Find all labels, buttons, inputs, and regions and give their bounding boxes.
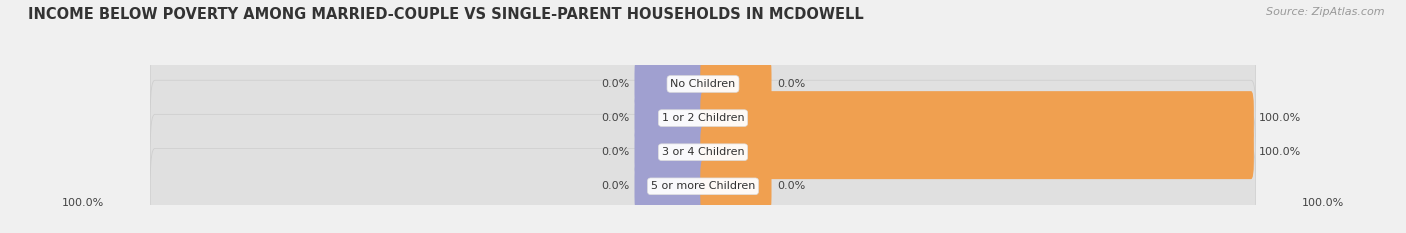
FancyBboxPatch shape	[700, 125, 1254, 179]
Text: 0.0%: 0.0%	[778, 181, 806, 191]
FancyBboxPatch shape	[150, 114, 1256, 190]
FancyBboxPatch shape	[150, 148, 1256, 224]
FancyBboxPatch shape	[150, 80, 1256, 156]
Text: 0.0%: 0.0%	[600, 113, 628, 123]
FancyBboxPatch shape	[634, 57, 706, 111]
Text: 100.0%: 100.0%	[62, 198, 104, 208]
Text: 1 or 2 Children: 1 or 2 Children	[662, 113, 744, 123]
FancyBboxPatch shape	[700, 57, 772, 111]
Text: 100.0%: 100.0%	[1260, 147, 1302, 157]
Text: 3 or 4 Children: 3 or 4 Children	[662, 147, 744, 157]
FancyBboxPatch shape	[700, 91, 1254, 145]
Text: No Children: No Children	[671, 79, 735, 89]
FancyBboxPatch shape	[634, 91, 706, 145]
FancyBboxPatch shape	[700, 159, 772, 213]
Text: 0.0%: 0.0%	[600, 147, 628, 157]
FancyBboxPatch shape	[150, 46, 1256, 122]
FancyBboxPatch shape	[634, 125, 706, 179]
Text: 0.0%: 0.0%	[778, 79, 806, 89]
Text: INCOME BELOW POVERTY AMONG MARRIED-COUPLE VS SINGLE-PARENT HOUSEHOLDS IN MCDOWEL: INCOME BELOW POVERTY AMONG MARRIED-COUPL…	[28, 7, 863, 22]
Text: 100.0%: 100.0%	[1302, 198, 1344, 208]
FancyBboxPatch shape	[634, 159, 706, 213]
Text: 100.0%: 100.0%	[1260, 113, 1302, 123]
Text: 5 or more Children: 5 or more Children	[651, 181, 755, 191]
Text: 0.0%: 0.0%	[600, 181, 628, 191]
Text: Source: ZipAtlas.com: Source: ZipAtlas.com	[1267, 7, 1385, 17]
Text: 0.0%: 0.0%	[600, 79, 628, 89]
